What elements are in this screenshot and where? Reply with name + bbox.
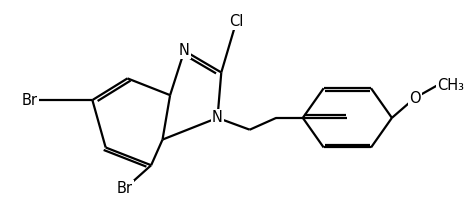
Text: CH₃: CH₃ [438, 78, 464, 93]
Text: Br: Br [117, 181, 133, 196]
Text: N: N [212, 110, 223, 125]
Text: Cl: Cl [229, 14, 244, 29]
Text: Br: Br [22, 93, 38, 108]
Text: O: O [409, 91, 420, 106]
Text: N: N [179, 43, 190, 58]
